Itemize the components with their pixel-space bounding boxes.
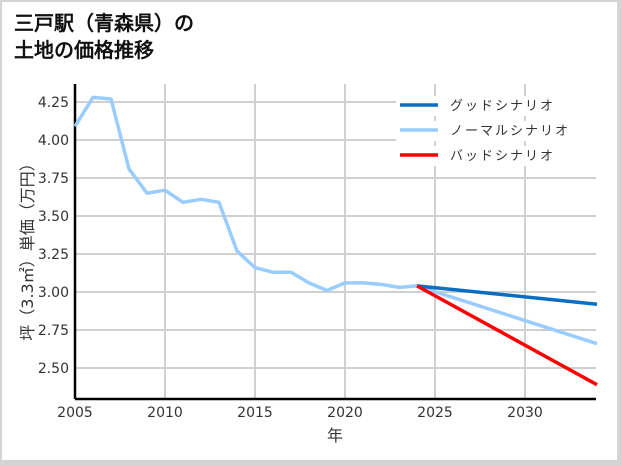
x-tick-label: 2005	[57, 405, 93, 421]
chart-title-line1: 三戸駅（青森県）の	[14, 11, 194, 35]
y-tick-label: 4.25	[38, 95, 69, 111]
legend-bg	[396, 121, 596, 141]
x-tick-label: 2025	[417, 405, 453, 421]
grid-lines	[75, 84, 596, 399]
tick-labels: 2.50 2.75 3.00 3.25 3.50 3.75 4.00 4.25 2005 2010…	[38, 95, 543, 421]
series-line	[416, 284, 598, 306]
x-tick-label: 2030	[507, 405, 543, 421]
y-axis-title: 坪（3.3㎡）単価（万円）	[18, 155, 37, 340]
chart-title-line2: 土地の価格推移	[14, 38, 154, 62]
chart-title: 三戸駅（青森県）の 土地の価格推移	[14, 10, 194, 64]
x-tick-label: 2020	[327, 405, 363, 421]
x-tick-label: 2015	[237, 405, 273, 421]
data-series	[73, 95, 598, 387]
legend-label: ノーマルシナリオ	[450, 124, 570, 139]
legend-bg	[396, 96, 596, 116]
series-line	[73, 95, 598, 346]
legend-bg	[396, 146, 596, 166]
x-tick-label: 2010	[147, 405, 183, 421]
y-tick-label: 3.50	[38, 209, 69, 225]
y-tick-label: 4.00	[38, 133, 69, 149]
y-tick-label: 2.75	[38, 323, 69, 339]
legend-label: グッドシナリオ	[450, 99, 555, 114]
y-tick-label: 3.75	[38, 171, 69, 187]
series-line	[416, 284, 598, 387]
axes	[73, 84, 596, 401]
y-tick-label: 3.25	[38, 247, 69, 263]
y-tick-label: 2.50	[38, 361, 69, 377]
y-tick-label: 3.00	[38, 285, 69, 301]
legend-label: バッドシナリオ	[450, 149, 555, 164]
x-axis-title: 年	[327, 426, 343, 445]
